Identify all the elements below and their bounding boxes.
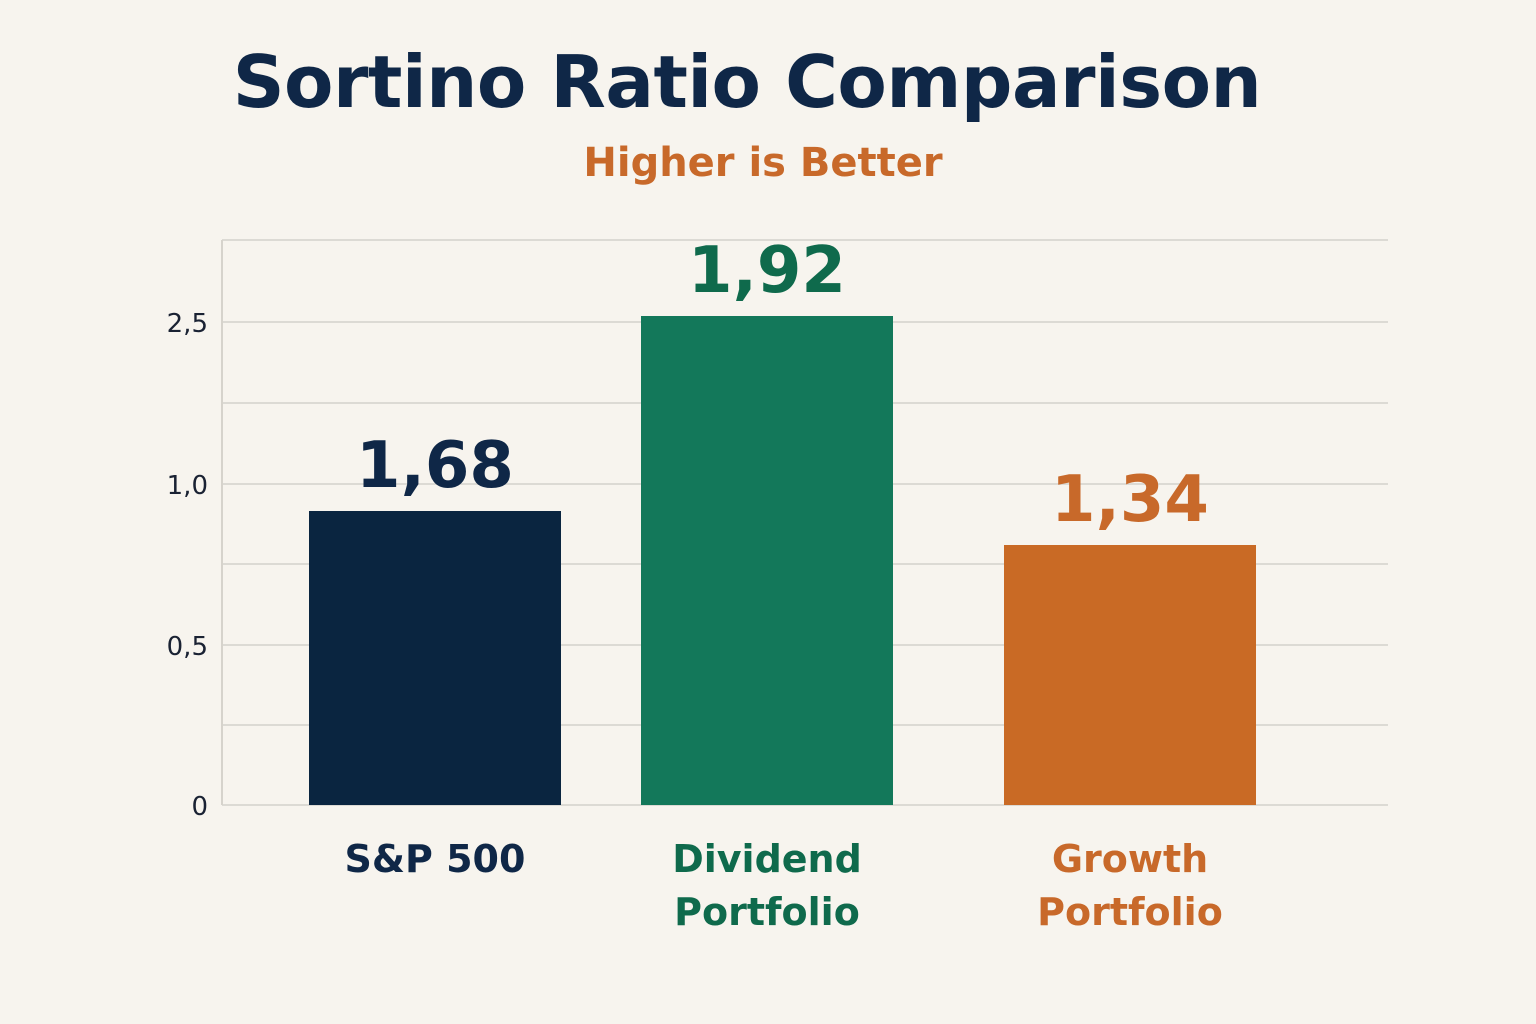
y-axis: 0 0,5 1,0 2,5	[167, 240, 223, 822]
y-tick-label: 1,0	[167, 471, 208, 501]
bars	[309, 316, 1256, 805]
data-label: 1,92	[688, 234, 846, 308]
chart-title: Sortino Ratio Comparison	[232, 40, 1262, 124]
category-label: Portfolio	[1037, 890, 1223, 934]
bar-labels: 1,68 S&P 500 1,92 Dividend Portfolio 1,34 Grow…	[345, 234, 1223, 934]
bar-dividend-portfolio	[641, 316, 893, 805]
data-label: 1,68	[356, 429, 514, 503]
data-label: 1,34	[1051, 463, 1209, 537]
category-label: Growth	[1052, 837, 1208, 881]
chart-subtitle: Higher is Better	[583, 140, 943, 186]
bar-s-p-500	[309, 511, 561, 805]
category-label: S&P 500	[345, 837, 526, 881]
y-tick-label: 0	[191, 792, 208, 822]
bar-growth-portfolio	[1004, 545, 1256, 805]
y-tick-label: 0,5	[167, 632, 208, 662]
category-label: Dividend	[672, 837, 862, 881]
category-label: Portfolio	[674, 890, 860, 934]
y-tick-label: 2,5	[167, 309, 208, 339]
